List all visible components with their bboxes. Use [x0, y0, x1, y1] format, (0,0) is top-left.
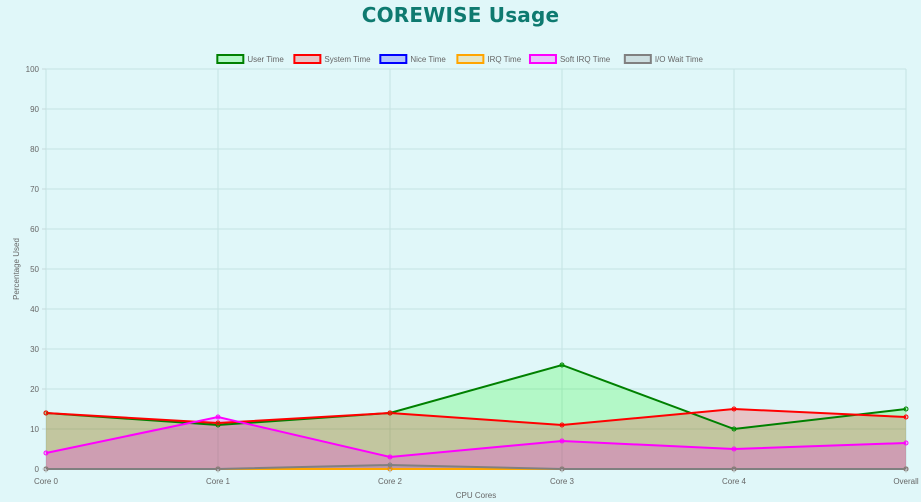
data-point[interactable]	[559, 422, 565, 428]
data-point[interactable]	[215, 420, 221, 426]
legend-label: System Time	[324, 55, 371, 64]
data-point[interactable]	[387, 454, 393, 460]
data-point[interactable]	[43, 450, 49, 456]
data-point[interactable]	[215, 414, 221, 420]
y-tick-label: 0	[35, 465, 40, 474]
series-area-1	[46, 409, 906, 469]
legend-item[interactable]: IRQ Time	[456, 54, 522, 64]
data-point[interactable]	[43, 410, 49, 416]
series-line-5	[46, 463, 906, 470]
legend-label: Soft IRQ Time	[560, 55, 611, 64]
series-lines	[45, 363, 907, 470]
series-area-4	[46, 417, 906, 469]
data-point[interactable]	[903, 406, 909, 412]
legend-item[interactable]: I/O Wait Time	[623, 54, 704, 64]
legend-label: Nice Time	[410, 55, 446, 64]
legend-swatch	[623, 54, 652, 64]
legend[interactable]: User Time System Time Nice Time IRQ Time Sof…	[216, 54, 704, 64]
y-tick-label: 20	[30, 385, 39, 394]
y-tick-label: 100	[26, 65, 40, 74]
legend-swatch	[216, 54, 245, 64]
y-tick-label: 90	[30, 105, 39, 114]
legend-swatch	[379, 54, 408, 64]
series-line-4	[45, 415, 907, 459]
y-tick-label: 40	[30, 305, 39, 314]
data-point[interactable]	[387, 462, 393, 468]
legend-swatch	[456, 54, 485, 64]
y-tick-label: 80	[30, 145, 39, 154]
legend-item[interactable]: User Time	[216, 54, 284, 64]
y-tick-label: 60	[30, 225, 39, 234]
x-tick-label: Core 2	[378, 477, 403, 486]
y-axis-title: Percentage Used	[12, 238, 21, 300]
area-fills	[46, 365, 906, 469]
data-point[interactable]	[731, 446, 737, 452]
y-tick-label: 70	[30, 185, 39, 194]
data-point[interactable]	[559, 438, 565, 444]
series-area-0	[46, 365, 906, 469]
legend-swatch	[293, 54, 322, 64]
y-axis-ticks: 0 10 20 30 40 50 60 70 80 90 100	[26, 65, 46, 474]
data-point[interactable]	[731, 406, 737, 412]
x-tick-label: Core 4	[722, 477, 747, 486]
x-tick-label: Core 3	[550, 477, 575, 486]
x-tick-label: Core 0	[34, 477, 59, 486]
legend-label: I/O Wait Time	[655, 55, 704, 64]
y-tick-label: 10	[30, 425, 39, 434]
data-point[interactable]	[903, 414, 909, 420]
series-line-1	[45, 407, 907, 427]
x-tick-label: Core 1	[206, 477, 231, 486]
chart-title: COREWISE Usage	[361, 3, 560, 27]
legend-label: IRQ Time	[487, 55, 521, 64]
legend-item[interactable]: Nice Time	[379, 54, 446, 64]
legend-item[interactable]: System Time	[293, 54, 371, 64]
x-axis-ticks: Core 0 Core 1 Core 2 Core 3 Core 4 Overall	[34, 469, 919, 486]
y-tick-label: 30	[30, 345, 39, 354]
legend-swatch	[528, 54, 557, 64]
data-point[interactable]	[731, 426, 737, 432]
x-tick-label: Overall	[893, 477, 919, 486]
y-tick-label: 50	[30, 265, 39, 274]
data-point[interactable]	[903, 440, 909, 446]
legend-label: User Time	[247, 55, 284, 64]
data-point[interactable]	[387, 410, 393, 416]
legend-item[interactable]: Soft IRQ Time	[528, 54, 611, 64]
data-point[interactable]	[559, 362, 565, 368]
x-axis-title: CPU Cores	[456, 491, 496, 500]
